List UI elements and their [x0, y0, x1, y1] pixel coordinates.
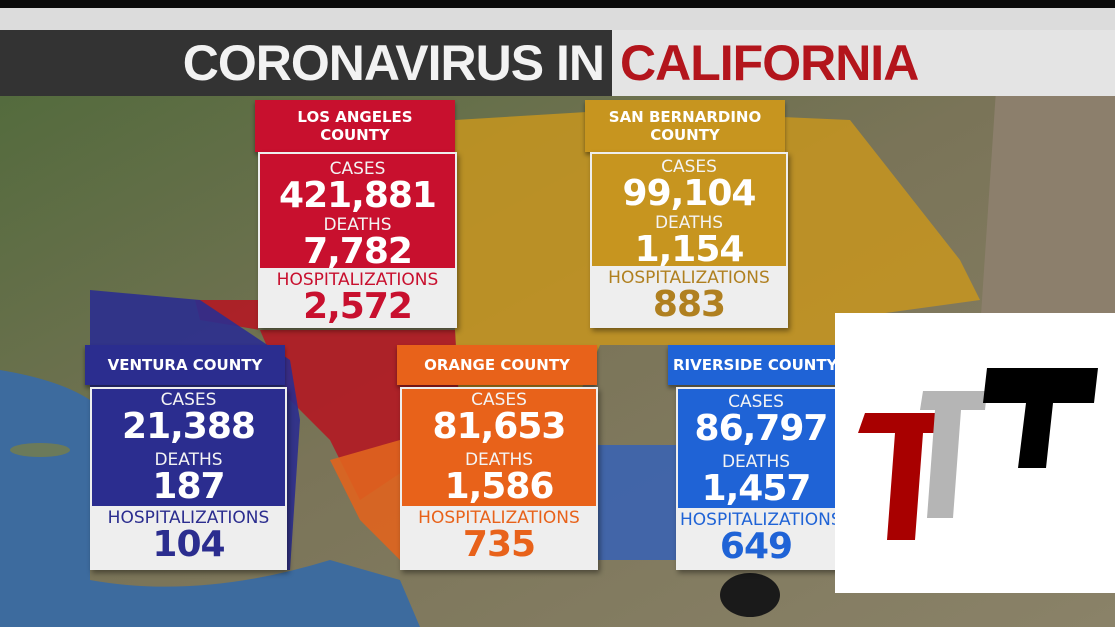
deaths-value: 1,457: [701, 468, 812, 509]
deaths-value: 187: [152, 466, 225, 507]
hospitalizations-label: HOSPITALIZATIONS: [276, 270, 439, 290]
hospitalizations-value: 883: [652, 284, 726, 325]
deaths-label: DEATHS: [154, 450, 223, 470]
title-part2: CALIFORNIA: [612, 30, 1115, 96]
logo-red-t: [858, 413, 950, 540]
cases-label: CASES: [471, 390, 527, 410]
deaths-value: 1,154: [634, 229, 745, 270]
cases-label: CASES: [728, 392, 784, 412]
top-black-bar: [0, 0, 1115, 8]
cases-value: 86,797: [694, 408, 829, 449]
cases-label: CASES: [160, 390, 217, 410]
hospitalizations-value: 649: [719, 526, 793, 567]
hospitalizations-label: HOSPITALIZATIONS: [418, 508, 580, 528]
ocean: [0, 370, 420, 627]
hospitalizations-label: HOSPITALIZATIONS: [608, 268, 770, 288]
deaths-label: DEATHS: [721, 452, 791, 472]
orange-region: [330, 440, 420, 560]
hospitalizations-value: 104: [152, 524, 225, 565]
county-name: LOS ANGELES COUNTY: [255, 100, 455, 152]
county-name: SAN BERNARDINO COUNTY: [585, 100, 785, 152]
deaths-label: DEATHS: [464, 450, 534, 470]
cases-value: 81,653: [432, 406, 567, 447]
riverside-region: [598, 445, 676, 560]
logo-gray-t: [920, 391, 987, 518]
deaths-value: 1,586: [444, 466, 555, 507]
county-name: RIVERSIDE COUNTY: [668, 345, 868, 385]
deaths-value: 7,782: [303, 231, 413, 272]
island: [10, 443, 70, 457]
logo-black-t: [983, 368, 1098, 468]
hospitalizations-label: HOSPITALIZATIONS: [680, 510, 842, 530]
top-gray-band: [0, 8, 1115, 30]
title-part1: CORONAVIRUS IN: [0, 30, 612, 96]
hospitalizations-value: 2,572: [303, 286, 413, 327]
hospitalizations-value: 735: [462, 524, 536, 565]
deaths-label: DEATHS: [654, 213, 724, 233]
county-name: VENTURA COUNTY: [85, 345, 285, 385]
ttt-logo-icon: [835, 313, 1115, 593]
cases-label: CASES: [661, 157, 717, 177]
cases-value: 21,388: [122, 406, 256, 447]
cases-label: CASES: [329, 159, 386, 179]
cases-value: 99,104: [622, 173, 757, 214]
hospitalizations-label: HOSPITALIZATIONS: [107, 508, 270, 528]
desert-terrain: [980, 30, 1115, 330]
county-name: ORANGE COUNTY: [397, 345, 597, 385]
lake: [720, 573, 780, 617]
deaths-label: DEATHS: [323, 215, 392, 235]
cases-value: 421,881: [279, 175, 437, 216]
